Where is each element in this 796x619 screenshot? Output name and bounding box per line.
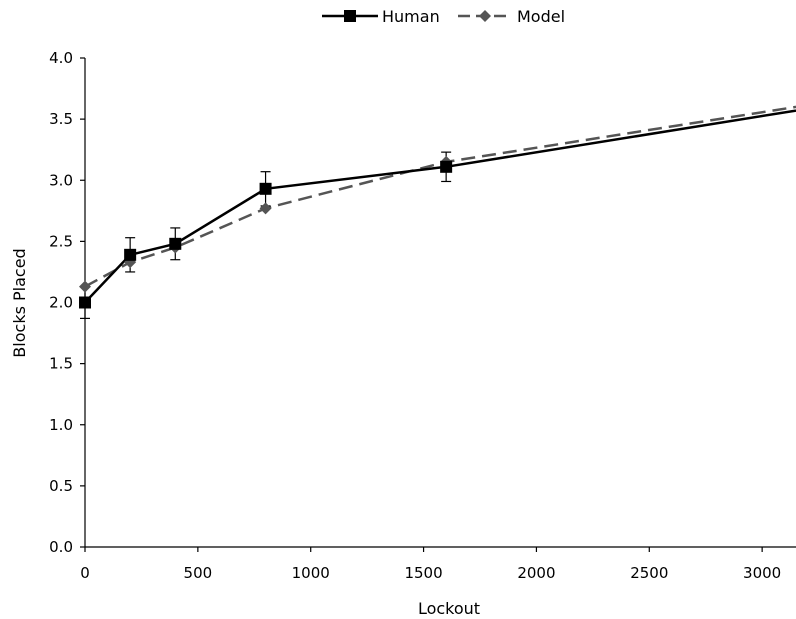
y-tick-label: 3.0 bbox=[49, 171, 73, 189]
human-series-line bbox=[84, 109, 796, 304]
model-series-line bbox=[84, 105, 796, 288]
y-tick-label: 1.0 bbox=[49, 416, 73, 434]
model-point bbox=[79, 280, 91, 293]
x-tick-label: 1000 bbox=[292, 564, 330, 582]
human-point bbox=[259, 182, 272, 195]
series-layer bbox=[79, 105, 796, 319]
x-tick-label: 2000 bbox=[517, 564, 555, 582]
x-tick-label: 0 bbox=[80, 564, 90, 582]
y-tick-label: 0.5 bbox=[49, 477, 73, 495]
legend: Human Model bbox=[322, 7, 565, 26]
human-point bbox=[440, 160, 453, 173]
legend-human-label: Human bbox=[382, 7, 440, 26]
y-tick-label: 2.0 bbox=[49, 294, 73, 312]
x-axis-title: Lockout bbox=[418, 599, 480, 618]
human-point bbox=[124, 248, 137, 261]
x-tick-label: 3000 bbox=[743, 564, 781, 582]
axes: 0.0 0.5 1.0 1.5 2.0 2.5 3.0 3.5 4.0 0 500 1000 1500 2… bbox=[49, 49, 796, 582]
x-tick-label: 500 bbox=[184, 564, 213, 582]
human-point bbox=[169, 237, 182, 250]
y-tick-label: 1.5 bbox=[49, 355, 73, 373]
y-tick-label: 3.5 bbox=[49, 110, 73, 128]
human-point bbox=[79, 296, 91, 309]
y-tick-label: 0.0 bbox=[49, 538, 73, 556]
model-point bbox=[259, 202, 272, 215]
legend-model-label: Model bbox=[517, 7, 565, 26]
x-tick-label: 1500 bbox=[404, 564, 442, 582]
y-axis-title: Blocks Placed bbox=[10, 248, 29, 357]
x-tick-label: 2500 bbox=[630, 564, 668, 582]
legend-model-marker bbox=[479, 10, 491, 22]
y-tick-label: 4.0 bbox=[49, 49, 73, 67]
y-tick-label: 2.5 bbox=[49, 232, 73, 250]
legend-human-marker bbox=[344, 10, 356, 22]
